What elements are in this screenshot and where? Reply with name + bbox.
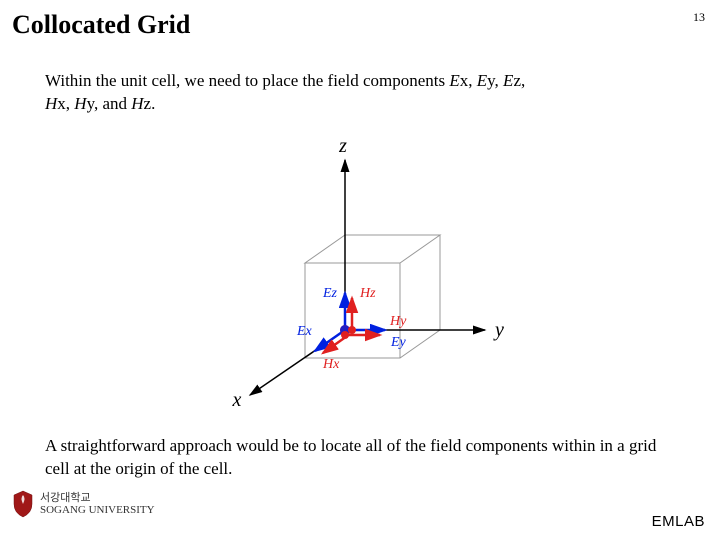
university-logo: 서강대학교 SOGANG UNIVERSITY (12, 490, 155, 518)
shield-icon (12, 490, 34, 518)
ex-label: Ex (296, 324, 313, 339)
ey-label: Ey (390, 335, 407, 350)
y-axis-label: y (493, 319, 504, 341)
page-title: Collocated Grid (12, 10, 190, 40)
hy-label: Hy (389, 314, 407, 329)
collocated-grid-diagram: z y x Ez Hz Ex Hy Ey Hx (195, 130, 525, 420)
ez-label: Ez (322, 286, 338, 301)
hz-label: Hz (359, 286, 376, 301)
page-number: 13 (693, 10, 705, 25)
hx-label: Hx (322, 357, 340, 372)
z-axis-label: z (338, 135, 347, 157)
x-axis-label: x (232, 389, 242, 411)
emlab-label: EMLAB (652, 513, 705, 530)
intro-text: Within the unit cell, we need to place t… (45, 70, 655, 116)
logo-text: 서강대학교 SOGANG UNIVERSITY (40, 492, 155, 516)
concluding-text: A straightforward approach would be to l… (45, 435, 685, 481)
